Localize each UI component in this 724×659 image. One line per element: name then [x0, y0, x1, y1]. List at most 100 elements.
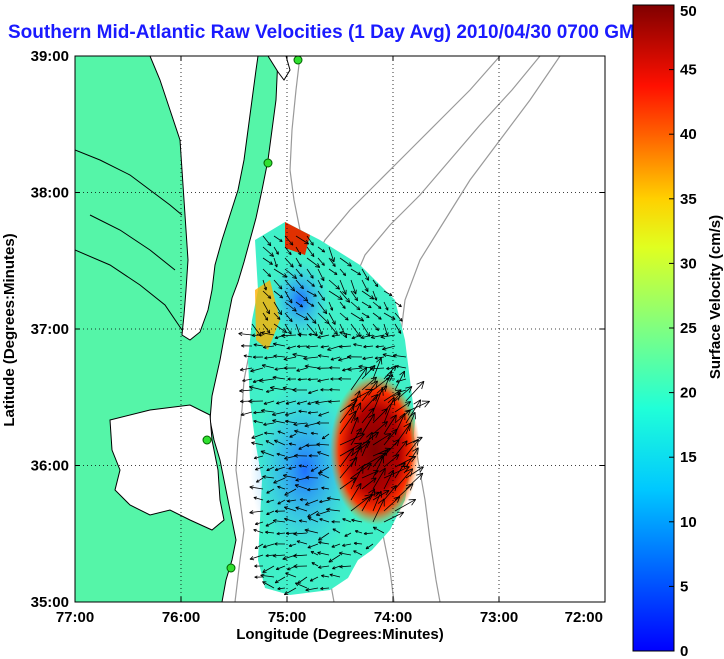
station-marker	[263, 158, 273, 168]
velocity-arrow	[339, 456, 358, 479]
velocity-arrow	[305, 475, 319, 480]
velocity-arrow	[311, 562, 319, 567]
velocity-arrow	[339, 448, 355, 468]
velocity-arrow	[272, 553, 286, 558]
velocity-arrow	[344, 532, 352, 537]
velocity-arrow	[317, 312, 330, 325]
velocity-arrow	[286, 499, 297, 503]
velocity-arrow	[264, 356, 275, 360]
velocity-arrow	[253, 496, 264, 501]
velocity-arrow	[277, 430, 286, 435]
velocity-arrow	[317, 246, 326, 253]
velocity-arrow	[321, 486, 330, 490]
velocity-arrow	[350, 268, 362, 276]
velocity-arrow	[274, 576, 286, 584]
y-axis-ticks: 39:00 38:00 37:00 36:00 35:00	[31, 48, 605, 611]
velocity-arrow	[284, 488, 297, 496]
velocity-arrow	[309, 576, 319, 582]
velocity-arrow	[383, 511, 405, 523]
velocity-arrow	[320, 345, 330, 349]
velocity-arrow	[262, 257, 273, 265]
velocity-arrow	[350, 465, 364, 490]
velocity-arrow	[339, 477, 357, 490]
velocity-arrow	[250, 367, 264, 373]
velocity-arrow	[294, 484, 308, 490]
x-tick-label: 76:00	[162, 609, 200, 626]
velocity-arrow	[249, 385, 264, 391]
velocity-arrow	[282, 473, 297, 479]
velocity-arrow	[242, 378, 253, 383]
velocity-arrow	[306, 345, 319, 349]
station-marker	[293, 56, 303, 65]
velocity-arrow	[295, 477, 308, 482]
velocity-arrow	[271, 411, 286, 417]
velocity-arrow	[339, 410, 357, 435]
colorbar-tick-label: 15	[680, 449, 697, 466]
velocity-arrow	[351, 334, 363, 340]
velocity-arrow	[375, 344, 385, 349]
velocity-arrow	[294, 582, 308, 589]
velocity-arrow	[284, 301, 297, 312]
velocity-arrow	[284, 268, 297, 279]
velocity-arrow	[350, 390, 361, 413]
velocity-arrow	[273, 354, 286, 359]
y-tick-label: 36:00	[31, 458, 69, 475]
velocity-arrow	[316, 442, 330, 447]
velocity-arrow	[328, 301, 334, 311]
velocity-arrow	[383, 301, 389, 311]
velocity-arrow	[239, 367, 253, 372]
velocity-arrow	[308, 332, 319, 337]
velocity-arrow	[317, 279, 323, 289]
velocity-arrow	[342, 518, 352, 523]
velocity-arrow	[253, 410, 264, 415]
velocity-arrow	[372, 290, 378, 301]
velocity-arrow	[306, 235, 314, 246]
velocity-arrow	[405, 439, 419, 457]
x-tick-label: 73:00	[480, 609, 518, 626]
velocity-arrow	[394, 440, 408, 457]
velocity-arrow	[383, 323, 389, 337]
velocity-arrow	[380, 334, 396, 339]
velocity-arrow	[350, 279, 357, 295]
velocity-arrow	[353, 343, 363, 347]
velocity-arrow	[394, 409, 412, 424]
velocity-arrow	[304, 528, 319, 534]
velocity-arrow	[306, 312, 317, 324]
velocity-arrow	[361, 312, 370, 318]
velocity-low-region	[250, 380, 360, 560]
velocity-arrow	[295, 301, 304, 308]
colorbar-tick-label: 5	[680, 578, 688, 595]
velocity-arrow	[287, 377, 297, 381]
velocity-arrow	[347, 366, 363, 372]
velocity-arrow	[262, 268, 272, 277]
velocity-field	[238, 222, 430, 596]
colorbar-tick-label: 45	[680, 62, 697, 79]
velocity-arrow	[331, 543, 341, 548]
velocity-arrow	[394, 499, 417, 512]
velocity-arrow	[320, 388, 330, 392]
velocity-arrow	[329, 573, 341, 578]
james-river	[75, 249, 183, 331]
velocity-arrow	[383, 454, 400, 468]
velocity-arrow	[361, 413, 375, 435]
velocity-arrow	[318, 411, 330, 417]
velocity-arrow	[361, 376, 377, 391]
velocity-arrow	[361, 364, 376, 380]
velocity-arrow	[274, 439, 286, 446]
velocity-arrow	[276, 452, 286, 457]
velocity-arrow	[361, 431, 373, 457]
velocity-arrow	[274, 466, 286, 472]
velocity-arrow	[304, 422, 319, 428]
velocity-arrow	[306, 301, 315, 307]
velocity-arrow	[394, 323, 402, 334]
velocity-arrow	[372, 357, 383, 380]
velocity-arrow	[304, 364, 319, 369]
velocity-arrow	[361, 301, 372, 309]
velocity-arrow	[353, 541, 363, 546]
velocity-arrow	[249, 510, 264, 515]
velocity-arrow	[308, 389, 319, 395]
velocity-arrow	[372, 279, 379, 287]
velocity-arrow	[328, 554, 341, 563]
velocity-arrow	[372, 387, 384, 413]
velocity-arrow	[274, 367, 286, 371]
